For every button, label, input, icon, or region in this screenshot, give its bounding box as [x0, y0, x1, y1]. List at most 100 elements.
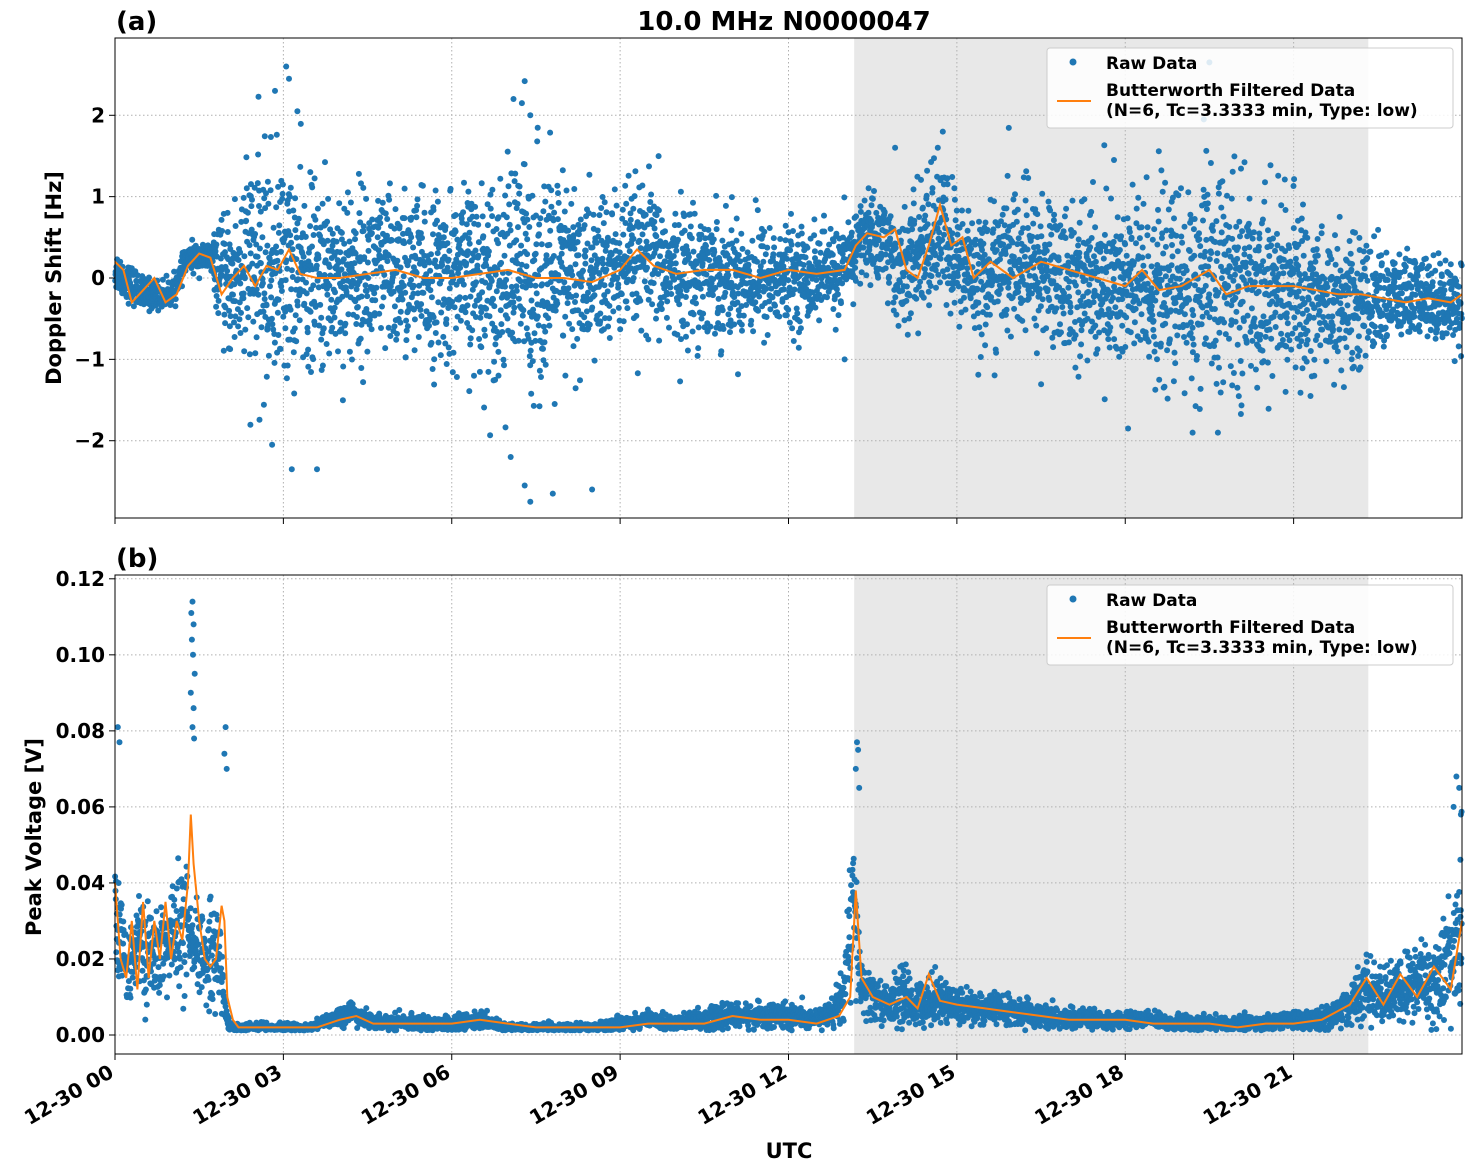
raw-data-point [438, 309, 445, 316]
raw-data-point [1250, 229, 1257, 236]
raw-data-point [569, 326, 576, 333]
raw-data-point [1207, 298, 1214, 305]
raw-data-point [991, 372, 998, 379]
raw-data-point [345, 311, 352, 318]
raw-data-point [1190, 226, 1197, 233]
raw-data-point [408, 276, 414, 283]
raw-data-point [1284, 356, 1291, 363]
raw-data-point [600, 260, 606, 267]
raw-data-point [790, 228, 796, 234]
raw-data-point [676, 301, 683, 308]
raw-data-point [480, 233, 487, 240]
raw-data-point [278, 288, 285, 294]
raw-data-point [1105, 336, 1112, 343]
raw-data-point [951, 299, 958, 306]
raw-data-point [535, 322, 542, 329]
raw-data-point [1330, 326, 1336, 333]
raw-data-point [591, 357, 598, 364]
raw-data-point [1037, 303, 1044, 310]
raw-data-point [558, 250, 565, 257]
raw-data-point [1200, 186, 1207, 193]
raw-data-point [853, 213, 860, 220]
raw-data-point [1286, 337, 1293, 344]
raw-data-point [326, 350, 333, 357]
raw-data-point [1013, 218, 1020, 225]
raw-data-point [1238, 165, 1244, 172]
raw-data-point [493, 226, 500, 232]
raw-data-point [821, 212, 827, 219]
raw-data-point [638, 327, 645, 334]
raw-data-point [603, 209, 610, 216]
raw-data-point [1034, 211, 1041, 218]
raw-data-point [1291, 176, 1298, 183]
raw-data-point [519, 312, 526, 319]
raw-data-point [1235, 393, 1242, 400]
raw-data-point [447, 185, 454, 192]
raw-data-point [1187, 330, 1194, 337]
raw-data-point [338, 229, 345, 236]
raw-data-point [355, 170, 362, 177]
raw-data-point [1355, 315, 1362, 322]
raw-data-point [1232, 318, 1239, 325]
raw-data-point [1344, 302, 1351, 309]
raw-data-point [1198, 321, 1205, 328]
raw-data-point [1229, 382, 1236, 389]
raw-data-point [977, 354, 984, 360]
raw-data-point [653, 233, 660, 240]
raw-data-point [835, 312, 842, 319]
raw-data-point [1283, 310, 1290, 317]
raw-data-point [331, 304, 338, 311]
raw-data-point [444, 264, 451, 271]
raw-data-point [340, 363, 347, 370]
raw-data-point [601, 199, 608, 206]
raw-data-point [623, 298, 630, 305]
raw-data-point [1265, 227, 1271, 234]
raw-data-point [1033, 350, 1040, 357]
raw-data-point [925, 260, 932, 267]
raw-data-point [1310, 314, 1317, 321]
raw-data-point [794, 310, 801, 317]
raw-data-point [292, 227, 299, 234]
raw-data-point [1243, 339, 1250, 346]
raw-data-point [1348, 266, 1355, 273]
raw-data-point [270, 326, 277, 333]
raw-data-point [596, 212, 603, 219]
raw-data-point [562, 372, 569, 379]
raw-data-point [421, 218, 428, 225]
raw-data-point [471, 302, 478, 309]
raw-data-point [564, 300, 571, 307]
raw-data-point [739, 327, 745, 334]
raw-data-point [574, 335, 581, 342]
raw-data-point [1037, 223, 1044, 230]
raw-data-point [1294, 308, 1301, 315]
raw-data-point [666, 324, 672, 331]
raw-data-point [1181, 390, 1188, 397]
raw-data-point [1391, 260, 1398, 267]
raw-data-point [1061, 213, 1068, 220]
raw-data-point [1398, 331, 1405, 338]
raw-data-point [909, 226, 916, 233]
raw-data-point [852, 264, 859, 271]
raw-data-point [1215, 289, 1222, 296]
raw-data-point [442, 223, 449, 230]
raw-data-point [316, 322, 323, 329]
raw-data-point [1143, 174, 1150, 181]
raw-data-point [1251, 279, 1258, 286]
raw-data-point [450, 349, 457, 356]
raw-data-point [1256, 235, 1263, 242]
raw-data-point [469, 327, 476, 334]
raw-data-point [1139, 244, 1146, 251]
raw-data-point [472, 203, 479, 210]
raw-data-point [372, 297, 379, 304]
raw-data-point [954, 231, 961, 238]
raw-data-point [664, 298, 671, 305]
raw-data-point [1391, 278, 1398, 285]
raw-data-point [630, 205, 637, 212]
raw-data-point [1216, 364, 1222, 371]
raw-data-point [795, 344, 802, 351]
raw-data-point [582, 253, 589, 260]
raw-data-point [740, 312, 747, 319]
raw-data-point [1234, 341, 1241, 348]
raw-data-point [1362, 352, 1369, 359]
raw-data-point [1185, 189, 1192, 196]
